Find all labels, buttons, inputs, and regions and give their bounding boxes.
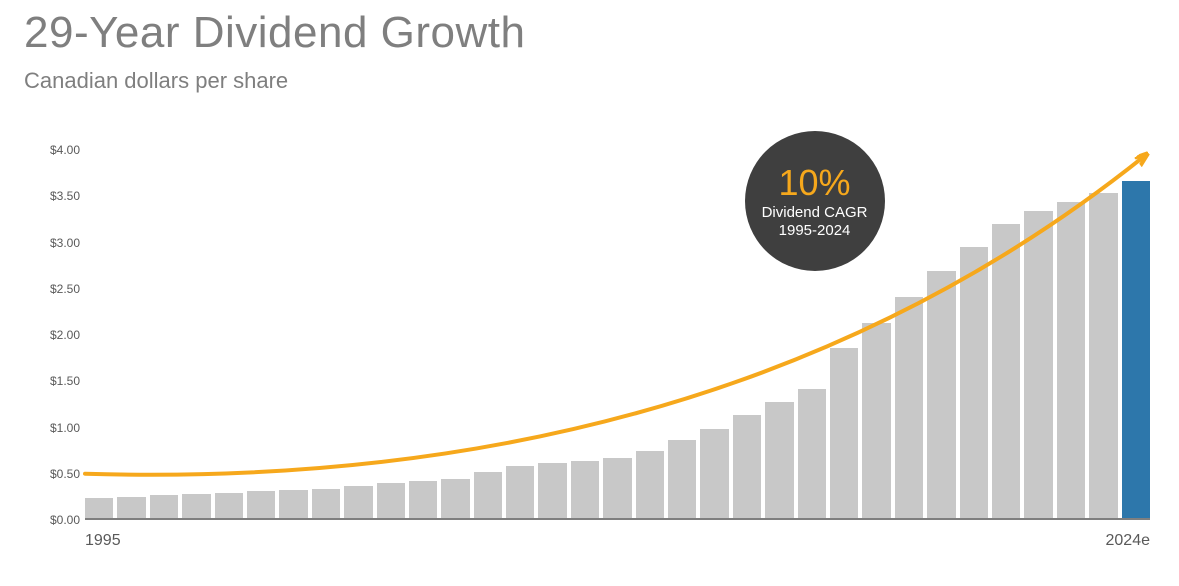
- y-tick-label: $1.50: [30, 374, 80, 388]
- plot-area: [85, 150, 1150, 520]
- bar: [603, 458, 631, 518]
- bar: [215, 493, 243, 518]
- bar: [506, 466, 534, 518]
- bar: [117, 497, 145, 518]
- bars-container: [85, 150, 1150, 518]
- y-tick-label: $3.50: [30, 189, 80, 203]
- bar: [312, 489, 340, 518]
- bar: [182, 494, 210, 518]
- bar: [1057, 202, 1085, 518]
- y-tick-label: $0.50: [30, 467, 80, 481]
- bar: [668, 440, 696, 518]
- bar: [538, 463, 566, 518]
- cagr-line-2: Dividend CAGR: [762, 204, 868, 222]
- bar: [279, 490, 307, 518]
- cagr-callout: 10% Dividend CAGR 1995-2024: [745, 131, 885, 271]
- bar: [927, 271, 955, 518]
- bar: [85, 498, 113, 518]
- bar: [441, 479, 469, 518]
- bar: [960, 247, 988, 518]
- cagr-headline: 10%: [778, 161, 850, 204]
- y-tick-label: $2.50: [30, 282, 80, 296]
- bar: [733, 415, 761, 518]
- x-axis-start-label: 1995: [85, 532, 121, 550]
- bar: [992, 224, 1020, 518]
- bar: [377, 483, 405, 518]
- dividend-bar-chart: $0.00 $0.50 $1.00 $1.50 $2.00 $2.50 $3.00 $3.50…: [30, 130, 1150, 550]
- bar: [474, 472, 502, 518]
- page-subtitle: Canadian dollars per share: [24, 68, 288, 94]
- bar: [895, 297, 923, 518]
- y-tick-label: $0.00: [30, 513, 80, 527]
- y-tick-label: $2.00: [30, 328, 80, 342]
- y-tick-label: $4.00: [30, 143, 80, 157]
- bar: [247, 491, 275, 518]
- bar: [765, 402, 793, 518]
- y-tick-label: $1.00: [30, 421, 80, 435]
- y-tick-label: $3.00: [30, 236, 80, 250]
- bar: [1089, 193, 1117, 518]
- x-axis-end-label: 2024e: [1106, 532, 1151, 550]
- bar: [830, 348, 858, 518]
- bar: [409, 481, 437, 518]
- bar: [862, 323, 890, 518]
- page-title: 29-Year Dividend Growth: [24, 8, 525, 58]
- dividend-growth-slide: 29-Year Dividend Growth Canadian dollars…: [0, 0, 1179, 586]
- bar: [150, 495, 178, 518]
- bar: [636, 451, 664, 518]
- bar-highlight: [1122, 181, 1150, 518]
- bar: [571, 461, 599, 518]
- cagr-line-3: 1995-2024: [779, 222, 851, 240]
- bar: [1024, 211, 1052, 518]
- bar: [798, 389, 826, 518]
- bar: [700, 429, 728, 518]
- bar: [344, 486, 372, 518]
